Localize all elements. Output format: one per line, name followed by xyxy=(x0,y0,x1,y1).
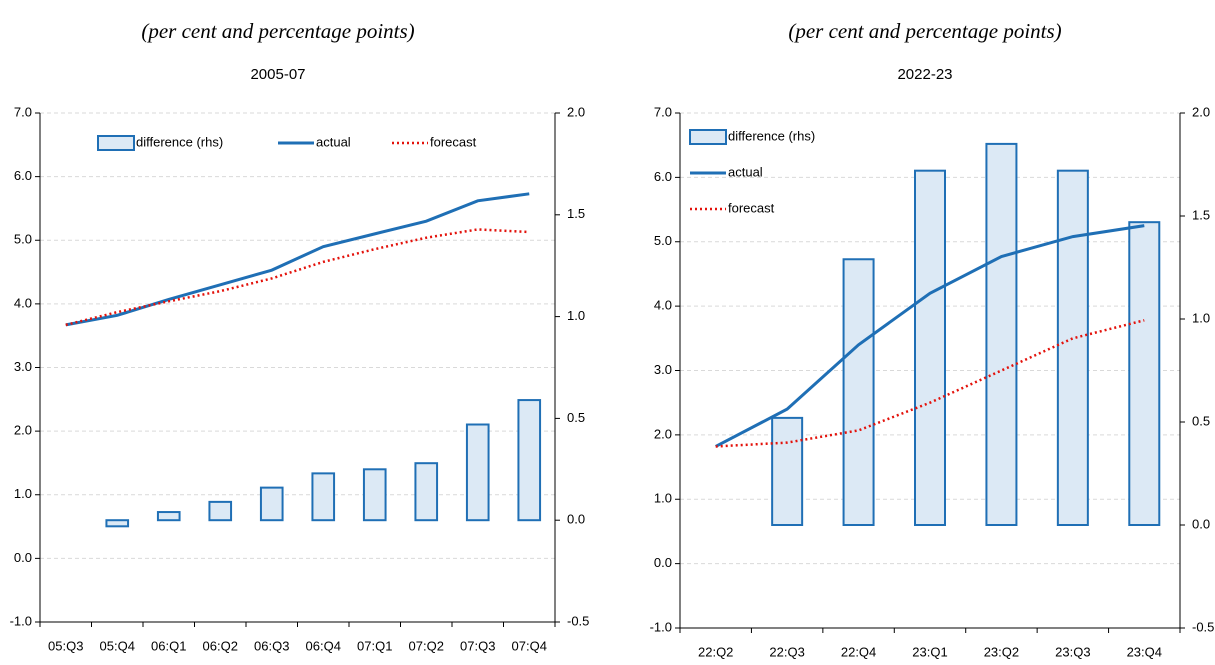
legend-label: forecast xyxy=(430,134,477,149)
y-tick-label: 0.0 xyxy=(14,550,32,565)
bar xyxy=(465,423,490,522)
y-tick-label: 7.0 xyxy=(654,104,672,119)
bar xyxy=(914,169,946,526)
legend-label: difference (rhs) xyxy=(728,128,815,143)
y2-tick-label: 1.0 xyxy=(567,308,585,323)
y2-tick-label: -0.5 xyxy=(1192,619,1214,634)
y2-tick-label: 2.0 xyxy=(567,104,585,119)
y2-tick-label: 2.0 xyxy=(1192,104,1210,119)
y2-tick-label: 0.5 xyxy=(1192,413,1210,428)
y-tick-label: -1.0 xyxy=(10,613,32,628)
y-tick-label: 5.0 xyxy=(654,233,672,248)
bar xyxy=(105,519,130,528)
y-tick-label: 7.0 xyxy=(14,104,32,119)
x-tick-label: 23:Q4 xyxy=(1127,644,1162,659)
y-tick-label: 0.0 xyxy=(654,555,672,570)
y-tick-label: 1.0 xyxy=(654,491,672,506)
bar xyxy=(259,486,284,522)
y-tick-label: 5.0 xyxy=(14,232,32,247)
x-tick-label: 06:Q4 xyxy=(306,638,341,653)
y2-tick-label: 1.5 xyxy=(567,206,585,221)
x-tick-label: 22:Q4 xyxy=(841,644,876,659)
series-line xyxy=(715,224,1145,448)
legend-label: forecast xyxy=(728,200,775,215)
y-tick-label: 1.0 xyxy=(14,486,32,501)
bar xyxy=(842,258,875,526)
bar xyxy=(985,142,1018,526)
y2-tick-label: 0.5 xyxy=(567,410,585,425)
y-tick-label: 3.0 xyxy=(14,359,32,374)
bar xyxy=(208,500,233,522)
bar xyxy=(771,416,804,527)
series-line xyxy=(715,319,1145,448)
legend-label: actual xyxy=(316,134,351,149)
x-tick-label: 22:Q2 xyxy=(698,644,733,659)
x-tick-label: 05:Q4 xyxy=(100,638,135,653)
y2-tick-label: 0.0 xyxy=(1192,516,1210,531)
y-tick-label: 3.0 xyxy=(654,362,672,377)
x-tick-label: 23:Q1 xyxy=(912,644,947,659)
bar xyxy=(156,511,181,522)
y2-tick-label: 1.5 xyxy=(1192,207,1210,222)
x-tick-label: 07:Q4 xyxy=(512,638,547,653)
legend-swatch xyxy=(97,135,135,151)
x-tick-label: 23:Q2 xyxy=(984,644,1019,659)
y-tick-label: 6.0 xyxy=(14,168,32,183)
x-tick-label: 23:Q3 xyxy=(1055,644,1090,659)
y-tick-label: 2.0 xyxy=(654,426,672,441)
bar xyxy=(1056,169,1089,526)
bar xyxy=(362,468,387,522)
y2-tick-label: 0.0 xyxy=(567,512,585,527)
y-tick-label: 4.0 xyxy=(14,295,32,310)
legend-label: actual xyxy=(728,164,763,179)
legend-swatch xyxy=(689,129,727,145)
x-tick-label: 06:Q1 xyxy=(151,638,186,653)
bar xyxy=(1128,221,1161,526)
y2-tick-label: 1.0 xyxy=(1192,310,1210,325)
series-line xyxy=(65,192,530,327)
y-tick-label: -1.0 xyxy=(650,619,672,634)
x-tick-label: 07:Q1 xyxy=(357,638,392,653)
bar xyxy=(517,399,542,522)
x-tick-label: 22:Q3 xyxy=(769,644,804,659)
chart-title: (per cent and percentage points) xyxy=(141,19,414,43)
bar xyxy=(414,462,439,522)
x-tick-label: 07:Q2 xyxy=(409,638,444,653)
y-tick-label: 2.0 xyxy=(14,423,32,438)
chart-title: (per cent and percentage points) xyxy=(788,19,1061,43)
x-tick-label: 07:Q3 xyxy=(460,638,495,653)
x-tick-label: 06:Q2 xyxy=(203,638,238,653)
y-tick-label: 6.0 xyxy=(654,169,672,184)
y-tick-label: 4.0 xyxy=(654,298,672,313)
y2-tick-label: -0.5 xyxy=(567,613,589,628)
x-tick-label: 05:Q3 xyxy=(48,638,83,653)
chart-subtitle: 2005-07 xyxy=(250,66,305,83)
x-tick-label: 06:Q3 xyxy=(254,638,289,653)
legend-label: difference (rhs) xyxy=(136,134,223,149)
chart-subtitle: 2022-23 xyxy=(897,66,952,83)
bar xyxy=(311,472,336,522)
